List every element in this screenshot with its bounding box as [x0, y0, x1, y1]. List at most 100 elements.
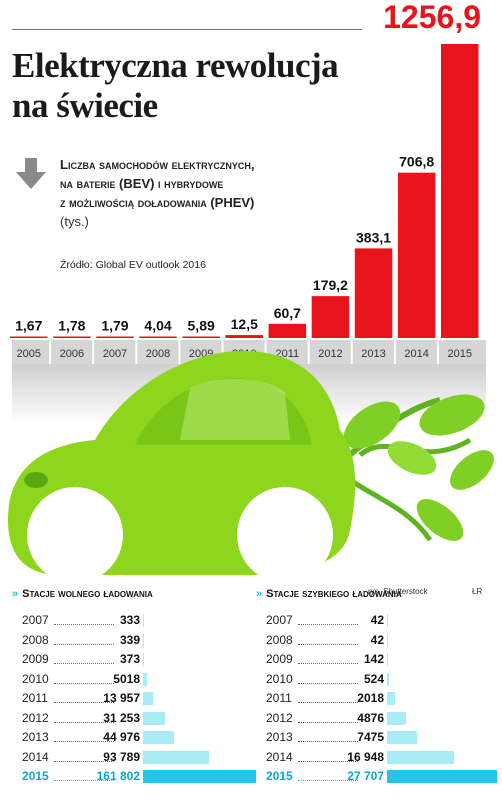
row-leader-dots [54, 702, 114, 703]
row-leader-dots [54, 663, 114, 664]
bar-series: 1,6720051,7820061,7920074,0420085,892009… [10, 0, 481, 364]
year-label-2013: 2013 [361, 348, 385, 360]
chevron-right-icon: » [256, 588, 263, 600]
row-year: 2014 [22, 749, 49, 764]
table-row-2008: 2008 42 [266, 631, 497, 650]
table-row-2015: 2015 161 802 [22, 767, 256, 786]
year-label-2005: 2005 [17, 348, 41, 360]
bar-2006 [53, 336, 91, 338]
row-value: 27 707 [347, 769, 384, 783]
row-value: 16 948 [347, 749, 384, 764]
row-bar [387, 633, 388, 647]
row-bar [387, 614, 388, 627]
table-row-2014: 2014 16 948 [266, 748, 497, 767]
table-row-2015: 2015 27 707 [266, 767, 497, 786]
row-value: 7475 [357, 730, 384, 744]
bar-2005 [10, 336, 48, 338]
row-year: 2013 [22, 730, 49, 744]
row-bar [387, 672, 390, 686]
row-value: 333 [119, 613, 140, 627]
table-row-2013: 2013 7475 [266, 728, 497, 747]
row-year: 2010 [22, 671, 49, 686]
fast-charging-title: Stacje szybkiego ładowania [266, 588, 402, 600]
row-bar [387, 731, 417, 744]
table-row-2012: 2012 4876 [266, 709, 497, 728]
slow-charging-header: » Stacje wolnego ładowania [12, 588, 153, 600]
row-leader-dots [298, 624, 358, 625]
chart-unit: (tys.) [60, 214, 89, 229]
bar-2013 [354, 248, 393, 338]
bar-2009 [182, 336, 220, 338]
value-label-2008: 4,04 [144, 318, 171, 334]
row-leader-dots [298, 682, 358, 684]
car-illustration [8, 350, 494, 583]
row-value: 44 976 [103, 730, 140, 744]
row-value: 4876 [357, 710, 384, 725]
value-label-2010: 12,5 [231, 316, 258, 332]
chart-source: Źródło: Global EV outlook 2016 [60, 259, 206, 271]
row-bar [143, 692, 153, 705]
year-label-2006: 2006 [60, 348, 84, 360]
row-leader-dots [298, 741, 358, 742]
row-value: 42 [370, 632, 384, 647]
row-bar [387, 770, 497, 783]
row-year: 2008 [22, 632, 49, 647]
table-row-2011: 2011 2018 [266, 689, 497, 708]
row-bar [143, 770, 256, 783]
row-leader-dots [54, 780, 114, 781]
row-leader-dots [298, 721, 358, 723]
value-label-2011: 60,7 [274, 305, 301, 321]
row-year: 2012 [266, 710, 293, 725]
row-year: 2011 [266, 691, 292, 705]
table-row-2007: 2007 333 [22, 611, 256, 630]
row-year: 2007 [22, 613, 49, 627]
year-label-2015: 2015 [448, 348, 472, 360]
value-label-2005: 1,67 [15, 318, 42, 334]
row-value: 373 [119, 652, 140, 666]
bar-2012 [311, 296, 350, 338]
page-title: Elektryczna rewolucja na świecie [12, 46, 362, 126]
row-bar [387, 711, 407, 725]
table-row-2007: 2007 42 [266, 611, 497, 630]
row-value: 142 [363, 652, 384, 666]
row-bar [143, 653, 144, 666]
row-leader-dots [54, 624, 114, 625]
value-label-2006: 1,78 [58, 318, 85, 334]
title-line-1: Elektryczna rewolucja [12, 46, 339, 85]
value-label-2015: 1256,9 [383, 0, 481, 35]
row-bar [143, 614, 144, 627]
row-year: 2009 [266, 652, 293, 666]
arrow-down-icon [16, 158, 46, 189]
row-leader-dots [298, 760, 358, 762]
row-value: 42 [370, 613, 384, 627]
slow-charging-title: Stacje wolnego ładowania [22, 588, 153, 600]
row-value: 31 253 [103, 710, 140, 725]
table-row-2010: 2010 524 [266, 670, 497, 689]
row-year: 2007 [266, 613, 293, 627]
row-value: 524 [363, 671, 384, 686]
row-bar [387, 692, 395, 705]
year-label-2012: 2012 [318, 348, 342, 360]
row-year: 2015 [22, 769, 49, 783]
title-line-2: na świecie [12, 86, 158, 125]
subtitle-line-2: na baterie (BEV) i hybrydowe [60, 176, 224, 191]
table-row-2008: 2008 339 [22, 631, 256, 650]
year-label-2007: 2007 [103, 348, 127, 360]
row-year: 2012 [22, 710, 49, 725]
row-value: 339 [119, 632, 140, 647]
table-row-2009: 2009 373 [22, 650, 256, 669]
row-value: 13 957 [103, 691, 140, 705]
row-leader-dots [298, 780, 358, 781]
table-row-2014: 2014 93 789 [22, 748, 256, 767]
fast-charging-header: » Stacje szybkiego ładowania [256, 588, 402, 600]
subtitle-line-3: z możliwością doładowania (PHEV) [60, 195, 255, 210]
row-year: 2015 [266, 769, 293, 783]
year-label-2008: 2008 [146, 348, 170, 360]
chevron-right-icon: » [12, 588, 19, 600]
row-year: 2013 [266, 730, 293, 744]
value-label-2013: 383,1 [356, 229, 391, 245]
row-leader-dots [298, 663, 358, 664]
illustration-credit: rys. Shutterstock [368, 587, 428, 596]
row-year: 2009 [22, 652, 49, 666]
